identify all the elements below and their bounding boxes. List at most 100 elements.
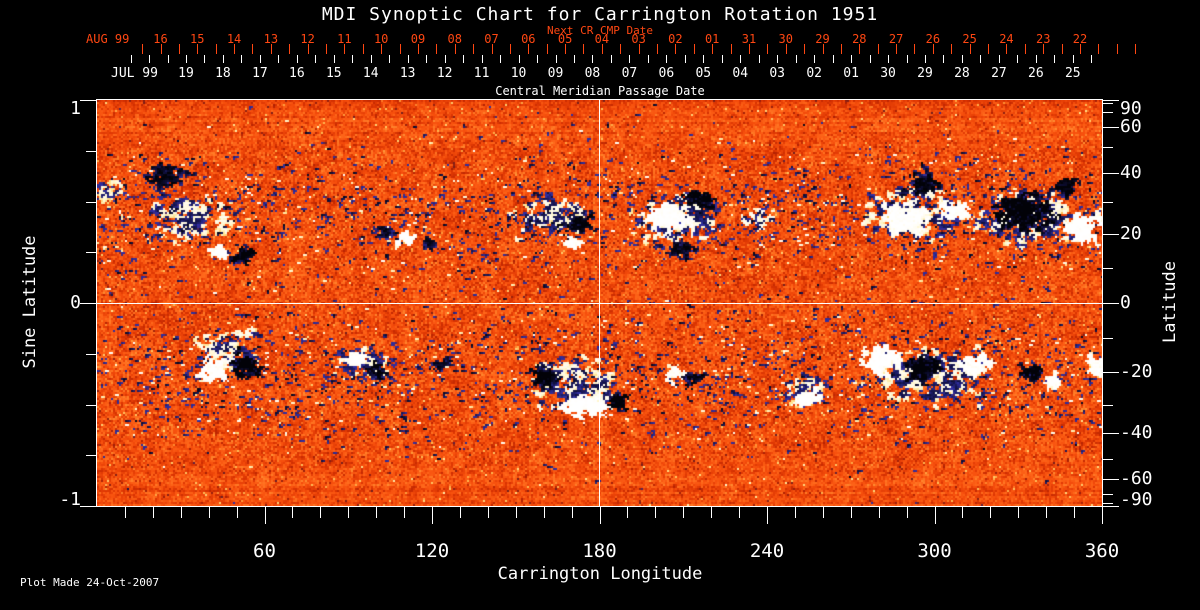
- next-cr-tick: [694, 44, 695, 54]
- plot-made-note: Plot Made 24-Oct-2007: [20, 576, 160, 589]
- cmp-axis-title: Central Meridian Passage Date: [495, 84, 705, 98]
- next-cr-axis-title: Next CR CMP Date: [547, 24, 653, 37]
- right-axis-tick-label: -60: [1120, 467, 1153, 489]
- next-cr-day-label: 30: [778, 32, 793, 46]
- next-cr-tick: [142, 44, 143, 54]
- x-axis-major-tick: [265, 507, 266, 524]
- cmp-tick: [925, 55, 926, 63]
- right-axis-minor-tick: [1103, 103, 1113, 104]
- x-axis-minor-tick: [962, 507, 963, 518]
- left-axis-tick-label: -1: [59, 489, 81, 510]
- next-cr-month-label: AUG 99: [86, 32, 130, 46]
- cmp-tick: [740, 55, 741, 63]
- x-axis-minor-tick: [990, 507, 991, 518]
- next-cr-tick: [473, 44, 474, 54]
- right-axis-minor-tick: [1103, 112, 1113, 113]
- left-axis-major-tick: [80, 506, 96, 507]
- next-cr-tick: [841, 44, 842, 54]
- cmp-day-label: 11: [473, 66, 490, 81]
- next-cr-tick: [583, 44, 584, 54]
- next-cr-tick: [381, 44, 382, 54]
- next-cr-tick: [639, 44, 640, 54]
- x-axis-tick-label: 300: [917, 540, 952, 562]
- cmp-tick: [278, 55, 279, 63]
- cmp-tick: [131, 55, 132, 63]
- next-cr-tick: [804, 44, 805, 54]
- next-cr-tick: [657, 44, 658, 54]
- cmp-tick: [352, 55, 353, 63]
- next-cr-tick: [271, 44, 272, 54]
- cmp-tick: [537, 55, 538, 63]
- left-axis-minor-tick: [86, 252, 96, 253]
- x-axis-minor-tick: [181, 507, 182, 518]
- cmp-tick: [334, 55, 335, 63]
- cmp-tick: [980, 55, 981, 63]
- right-axis-minor-tick: [1103, 338, 1113, 339]
- cmp-tick: [907, 55, 908, 63]
- cmp-tick: [204, 55, 205, 63]
- x-axis-major-tick: [1102, 507, 1103, 524]
- next-cr-day-label: 25: [962, 32, 977, 46]
- next-cr-day-label: 29: [815, 32, 830, 46]
- next-cr-day-label: 05: [557, 32, 573, 46]
- right-axis-major-tick: [1103, 127, 1119, 128]
- x-axis-tick-label: 360: [1084, 540, 1120, 562]
- chart-title: MDI Synoptic Chart for Carrington Rotati…: [321, 4, 879, 25]
- cmp-tick: [223, 55, 224, 63]
- x-axis-major-tick: [767, 507, 768, 524]
- cmp-day-label: 17: [252, 66, 268, 81]
- next-cr-tick: [749, 44, 750, 54]
- next-cr-tick: [933, 44, 934, 54]
- longitude-axis-title: Carrington Longitude: [497, 564, 703, 584]
- left-axis-major-tick: [80, 303, 96, 304]
- x-axis-minor-tick: [209, 507, 210, 518]
- next-cr-tick: [326, 44, 327, 54]
- next-cr-tick: [1006, 44, 1007, 54]
- next-cr-tick: [988, 44, 989, 54]
- cmp-tick: [519, 55, 520, 63]
- next-cr-tick: [436, 44, 437, 54]
- cmp-day-label: 18: [215, 66, 231, 81]
- x-axis-tick-label: 240: [749, 540, 785, 562]
- right-axis-minor-tick: [1103, 503, 1113, 504]
- cmp-day-label: 02: [806, 66, 822, 81]
- next-cr-tick: [1117, 44, 1118, 54]
- x-axis-minor-tick: [795, 507, 796, 518]
- next-cr-day-label: 03: [631, 32, 646, 46]
- x-axis-major-tick: [600, 507, 601, 524]
- cmp-tick: [703, 55, 704, 63]
- next-cr-tick: [951, 44, 952, 54]
- right-axis-minor-tick: [1103, 268, 1113, 269]
- right-axis-tick-label: -20: [1120, 361, 1153, 383]
- cmp-tick: [574, 55, 575, 63]
- next-cr-tick: [216, 44, 217, 54]
- next-cr-day-label: 12: [300, 32, 315, 46]
- cmp-day-label: 04: [732, 66, 749, 81]
- cmp-tick: [241, 55, 242, 63]
- x-axis-minor-tick: [851, 507, 852, 518]
- cmp-day-label: 13: [399, 66, 416, 81]
- right-axis-minor-tick: [1103, 405, 1113, 406]
- x-axis-major-tick: [935, 507, 936, 524]
- next-cr-tick: [602, 44, 603, 54]
- next-cr-tick: [620, 44, 621, 54]
- next-cr-tick: [896, 44, 897, 54]
- x-axis-minor-tick: [376, 507, 377, 518]
- cmp-tick: [962, 55, 963, 63]
- cmp-tick: [629, 55, 630, 63]
- next-cr-day-label: 04: [594, 32, 610, 46]
- cmp-tick: [592, 55, 593, 63]
- x-axis-tick-label: 60: [253, 540, 276, 562]
- right-axis-major-tick: [1103, 506, 1119, 507]
- right-axis-minor-tick: [1103, 147, 1113, 148]
- next-cr-tick: [252, 44, 253, 54]
- x-axis-minor-tick: [320, 507, 321, 518]
- next-cr-tick: [859, 44, 860, 54]
- next-cr-day-label: 27: [888, 32, 904, 46]
- cmp-tick: [260, 55, 261, 63]
- next-cr-tick: [289, 44, 290, 54]
- next-cr-tick: [1043, 44, 1044, 54]
- right-axis-tick-label: 60: [1120, 116, 1142, 138]
- next-cr-tick: [308, 44, 309, 54]
